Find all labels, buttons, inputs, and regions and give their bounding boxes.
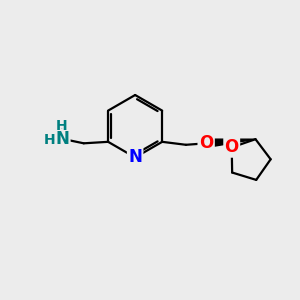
Text: H: H bbox=[44, 133, 56, 147]
Text: H: H bbox=[56, 119, 68, 134]
Text: O: O bbox=[199, 134, 213, 152]
Text: O: O bbox=[199, 134, 213, 152]
Text: N: N bbox=[56, 130, 69, 148]
Text: N: N bbox=[128, 148, 142, 166]
Polygon shape bbox=[206, 139, 256, 148]
Text: O: O bbox=[225, 138, 239, 156]
